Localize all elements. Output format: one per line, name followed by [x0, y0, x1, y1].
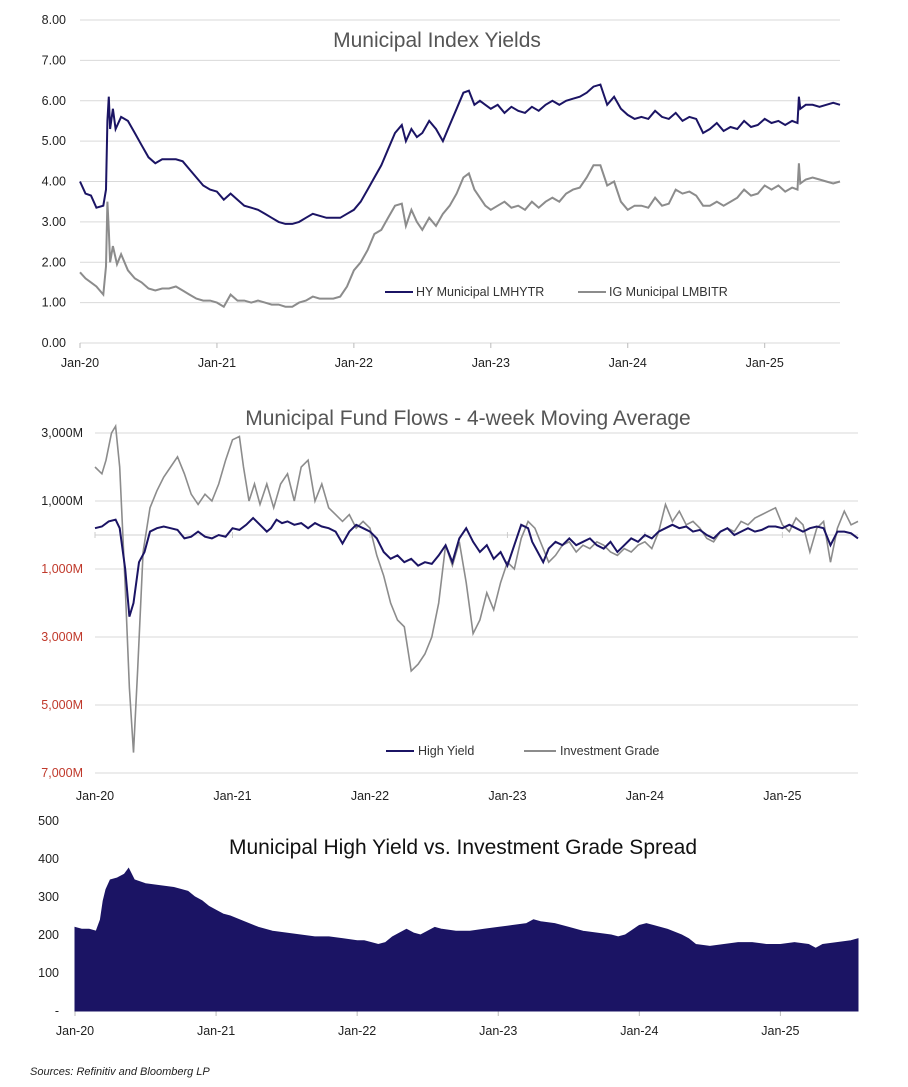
flows-gridlines — [95, 432, 858, 774]
spread-y-axis: 500 400 300 200 100 - — [38, 814, 59, 1018]
source-note: Sources: Refinitiv and Bloomberg LP — [30, 1066, 210, 1078]
series-line — [94, 516, 859, 617]
y-tick-label: 500 — [38, 814, 59, 828]
yields-legend: HY Municipal LMHYTR IG Municipal LMBITR — [385, 285, 728, 299]
x-tick-label: Jan-20 — [76, 789, 114, 803]
yields-gridlines — [80, 19, 840, 344]
y-tick-label: 8.00 — [42, 13, 66, 27]
x-tick-label: Jan-22 — [335, 356, 373, 370]
x-tick-label: Jan-21 — [197, 1024, 235, 1038]
x-tick-label: Jan-24 — [626, 789, 664, 803]
x-tick-label: Jan-24 — [620, 1024, 658, 1038]
y-tick-label: - — [55, 1004, 59, 1018]
y-tick-label: 7.00 — [42, 53, 66, 67]
x-tick-label: Jan-25 — [746, 356, 784, 370]
y-tick-label: 300 — [38, 890, 59, 904]
flows-x-axis: Jan-20 Jan-21 Jan-22 Jan-23 Jan-24 Jan-25 — [76, 532, 802, 803]
flows-series — [94, 423, 859, 753]
x-tick-label: Jan-21 — [198, 356, 236, 370]
y-tick-label: 3.00 — [42, 215, 66, 229]
x-tick-label: Jan-21 — [213, 789, 251, 803]
yields-chart: Municipal Index Yields 8.00 7.00 6.00 5.00 4… — [42, 13, 841, 370]
series-line — [79, 163, 841, 309]
x-tick-label: Jan-23 — [479, 1024, 517, 1038]
x-tick-label: Jan-23 — [472, 356, 510, 370]
flows-y-axis: 3,000M 1,000M 1,000M 3,000M 5,000M 7,000M — [41, 426, 83, 780]
legend-hy-label: HY Municipal LMHYTR — [416, 285, 544, 299]
y-tick-label: 1.00 — [42, 296, 66, 310]
series-line — [94, 423, 859, 753]
x-tick-label: Jan-20 — [61, 356, 99, 370]
yields-x-axis: Jan-20 Jan-21 Jan-22 Jan-23 Jan-24 Jan-25 — [61, 343, 784, 370]
flows-chart: Municipal Fund Flows - 4-week Moving Ave… — [41, 407, 859, 803]
flows-legend: High Yield Investment Grade — [386, 744, 659, 758]
legend-high-yield-label: High Yield — [418, 744, 474, 758]
y-tick-label: 3,000M — [41, 426, 83, 440]
y-tick-label: 4.00 — [42, 175, 66, 189]
x-tick-label: Jan-25 — [761, 1024, 799, 1038]
y-tick-label-negative: 5,000M — [41, 698, 83, 712]
legend-ig-label: IG Municipal LMBITR — [609, 285, 728, 299]
yields-y-axis: 8.00 7.00 6.00 5.00 4.00 3.00 2.00 1.00 0.00 — [42, 13, 66, 350]
legend-investment-grade-label: Investment Grade — [560, 744, 659, 758]
spread-x-axis: Jan-20 Jan-21 Jan-22 Jan-23 Jan-24 Jan-25 — [56, 1010, 858, 1038]
y-tick-label: 6.00 — [42, 94, 66, 108]
x-tick-label: Jan-22 — [338, 1024, 376, 1038]
y-tick-label-negative: 1,000M — [41, 562, 83, 576]
y-tick-label: 200 — [38, 928, 59, 942]
yields-chart-title: Municipal Index Yields — [333, 29, 541, 52]
series-line — [79, 83, 841, 225]
y-tick-label: 0.00 — [42, 336, 66, 350]
y-tick-label: 1,000M — [41, 494, 83, 508]
y-tick-label-negative: 3,000M — [41, 630, 83, 644]
spread-chart: Municipal High Yield vs. Investment Grad… — [38, 814, 859, 1038]
spread-series — [74, 867, 859, 1012]
flows-chart-title: Municipal Fund Flows - 4-week Moving Ave… — [245, 407, 690, 430]
y-tick-label-negative: 7,000M — [41, 766, 83, 780]
y-tick-label: 400 — [38, 852, 59, 866]
x-tick-label: Jan-25 — [763, 789, 801, 803]
yields-series — [79, 83, 841, 309]
spread-area — [74, 867, 859, 1012]
x-tick-label: Jan-24 — [609, 356, 647, 370]
spread-chart-title: Municipal High Yield vs. Investment Grad… — [229, 836, 697, 859]
y-tick-label: 2.00 — [42, 255, 66, 269]
y-tick-label: 100 — [38, 966, 59, 980]
y-tick-label: 5.00 — [42, 134, 66, 148]
x-tick-label: Jan-20 — [56, 1024, 94, 1038]
x-tick-label: Jan-23 — [488, 789, 526, 803]
x-tick-label: Jan-22 — [351, 789, 389, 803]
